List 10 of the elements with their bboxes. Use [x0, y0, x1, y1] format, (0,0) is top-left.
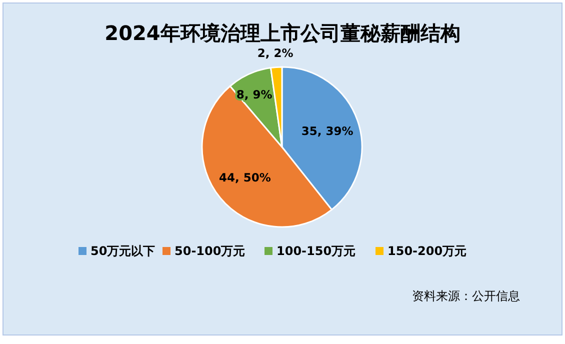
data-label: 35, 39%	[301, 124, 354, 138]
chart-title: 2024年环境治理上市公司董秘薪酬结构	[104, 21, 460, 45]
data-label: 44, 50%	[218, 170, 272, 184]
legend-label: 150-200万元	[388, 244, 467, 258]
legend-label: 100-150万元	[276, 244, 356, 258]
legend-label: 50-100万元	[174, 244, 246, 258]
data-label: 8, 9%	[236, 87, 273, 102]
data-label: 2, 2%	[257, 46, 294, 60]
text: 资料来源：公开信息	[412, 289, 520, 303]
legend-label: 50万元以下	[90, 244, 156, 258]
